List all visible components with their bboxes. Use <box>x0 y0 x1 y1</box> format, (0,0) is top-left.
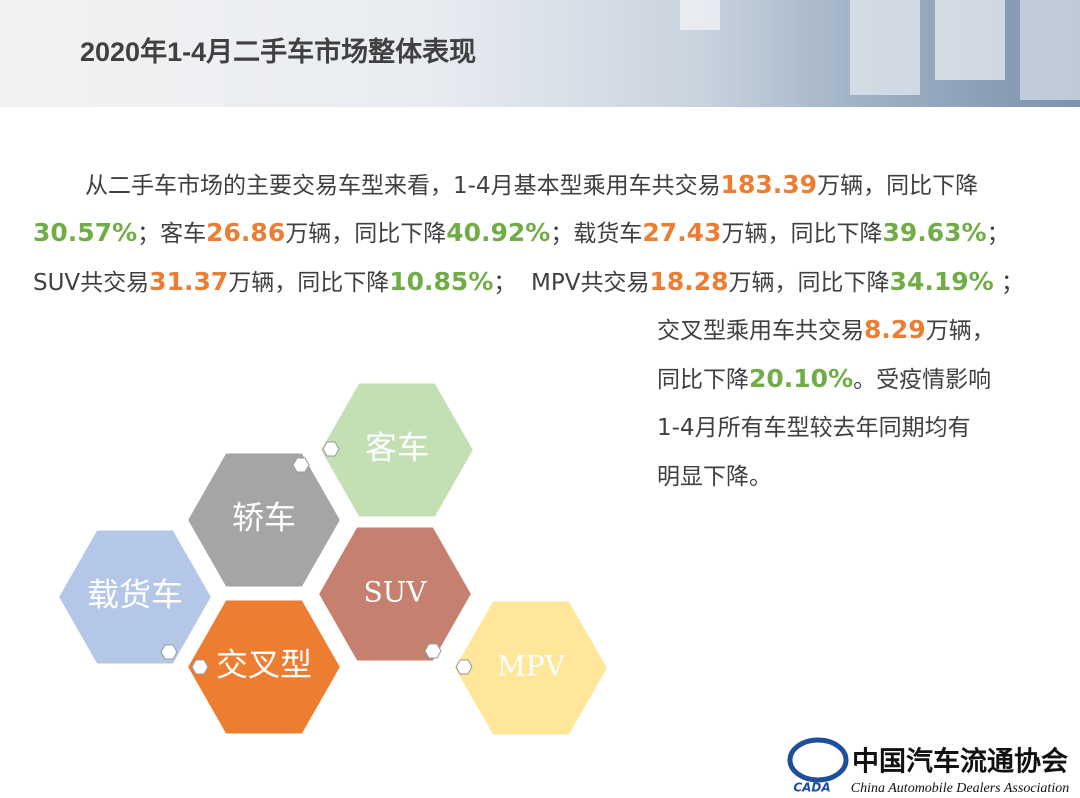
text-line: 1-4月所有车型较去年同期均有 <box>657 408 971 448</box>
logo-abbr: CADA <box>793 781 830 795</box>
slide-title: 2020年1-4月二手车市场整体表现 <box>80 37 477 67</box>
text-segment: 31.37 <box>149 267 229 296</box>
hexagon-label: MPV <box>497 650 566 683</box>
text-segment: 40.92% <box>446 218 551 247</box>
text-segment: ； <box>993 270 1024 296</box>
text-segment: 1-4月所有车型较去年同期均有 <box>657 415 971 441</box>
text-segment: 26.86 <box>206 218 286 247</box>
text-segment: 。受疫情影响 <box>853 367 992 393</box>
text-segment: 10.85% <box>389 267 494 296</box>
text-segment: ； <box>986 221 1010 247</box>
text-segment: 万辆，同比下降 <box>728 270 890 296</box>
decor-dot <box>322 441 340 457</box>
decor-dot <box>160 644 178 660</box>
decor-dot <box>455 659 473 675</box>
text-segment: 20.10% <box>749 364 854 393</box>
text-line: 从二手车市场的主要交易车型来看，1-4月基本型乘用车共交易183.39万辆，同比… <box>85 165 978 205</box>
hexagon <box>56 528 214 666</box>
text-line: SUV共交易31.37万辆，同比下降10.85%； MPV共交易18.28万辆，… <box>33 262 1024 302</box>
logo-swoosh <box>787 737 849 783</box>
text-segment: 万辆，同比下降 <box>228 270 390 296</box>
text-segment: 明显下降。 <box>657 464 772 490</box>
hexagon <box>318 381 476 519</box>
text-segment: SUV共交易 <box>33 270 150 296</box>
header-banner: 2020年1-4月二手车市场整体表现 <box>0 0 1080 107</box>
text-line: 30.57%；客车26.86万辆，同比下降40.92%；载货车27.43万辆，同… <box>33 213 1010 253</box>
text-segment: 39.63% <box>882 218 987 247</box>
text-line: 明显下降。 <box>657 457 772 497</box>
text-segment: ；载货车 <box>550 221 643 247</box>
hexagon-label: 轿车 <box>232 499 296 537</box>
text-segment: 183.39 <box>720 170 818 199</box>
hexagon <box>452 599 610 737</box>
text-line: 交叉型乘用车共交易8.29万辆， <box>657 310 995 350</box>
hexagon <box>185 598 343 736</box>
decor-dot <box>424 643 442 659</box>
text-segment: 万辆，同比下降 <box>285 221 447 247</box>
logo-name: 中国汽车流通协会 <box>852 746 1068 778</box>
text-segment: 30.57% <box>33 218 138 247</box>
text-segment: 万辆，同比下降 <box>721 221 883 247</box>
text-segment: 万辆， <box>925 318 995 344</box>
text-line: 同比下降20.10%。受疫情影响 <box>657 359 991 399</box>
text-segment: 18.28 <box>649 267 729 296</box>
text-segment: 从二手车市场的主要交易车型来看，1-4月基本型乘用车共交易 <box>85 173 721 199</box>
decor-dot <box>191 659 209 675</box>
header-decoration <box>680 0 1080 100</box>
text-segment: 27.43 <box>642 218 722 247</box>
text-segment: ； MPV共交易 <box>493 270 650 296</box>
hexagon-label: 客车 <box>365 429 429 467</box>
hexagon-label: 载货车 <box>87 576 183 614</box>
hexagon-label: SUV <box>364 576 428 609</box>
text-segment: 8.29 <box>864 315 926 344</box>
text-segment: 交叉型乘用车共交易 <box>657 318 864 344</box>
hexagon-label: 交叉型 <box>216 646 312 684</box>
hexagon <box>316 525 474 663</box>
text-segment: 同比下降 <box>657 367 749 393</box>
hexagon <box>185 451 343 589</box>
decor-dot <box>292 457 310 473</box>
logo-english: China Automobile Dealers Association <box>851 781 1069 796</box>
text-segment: 万辆，同比下降 <box>817 173 979 199</box>
text-segment: 34.19% <box>889 267 994 296</box>
text-segment: ；客车 <box>137 221 207 247</box>
